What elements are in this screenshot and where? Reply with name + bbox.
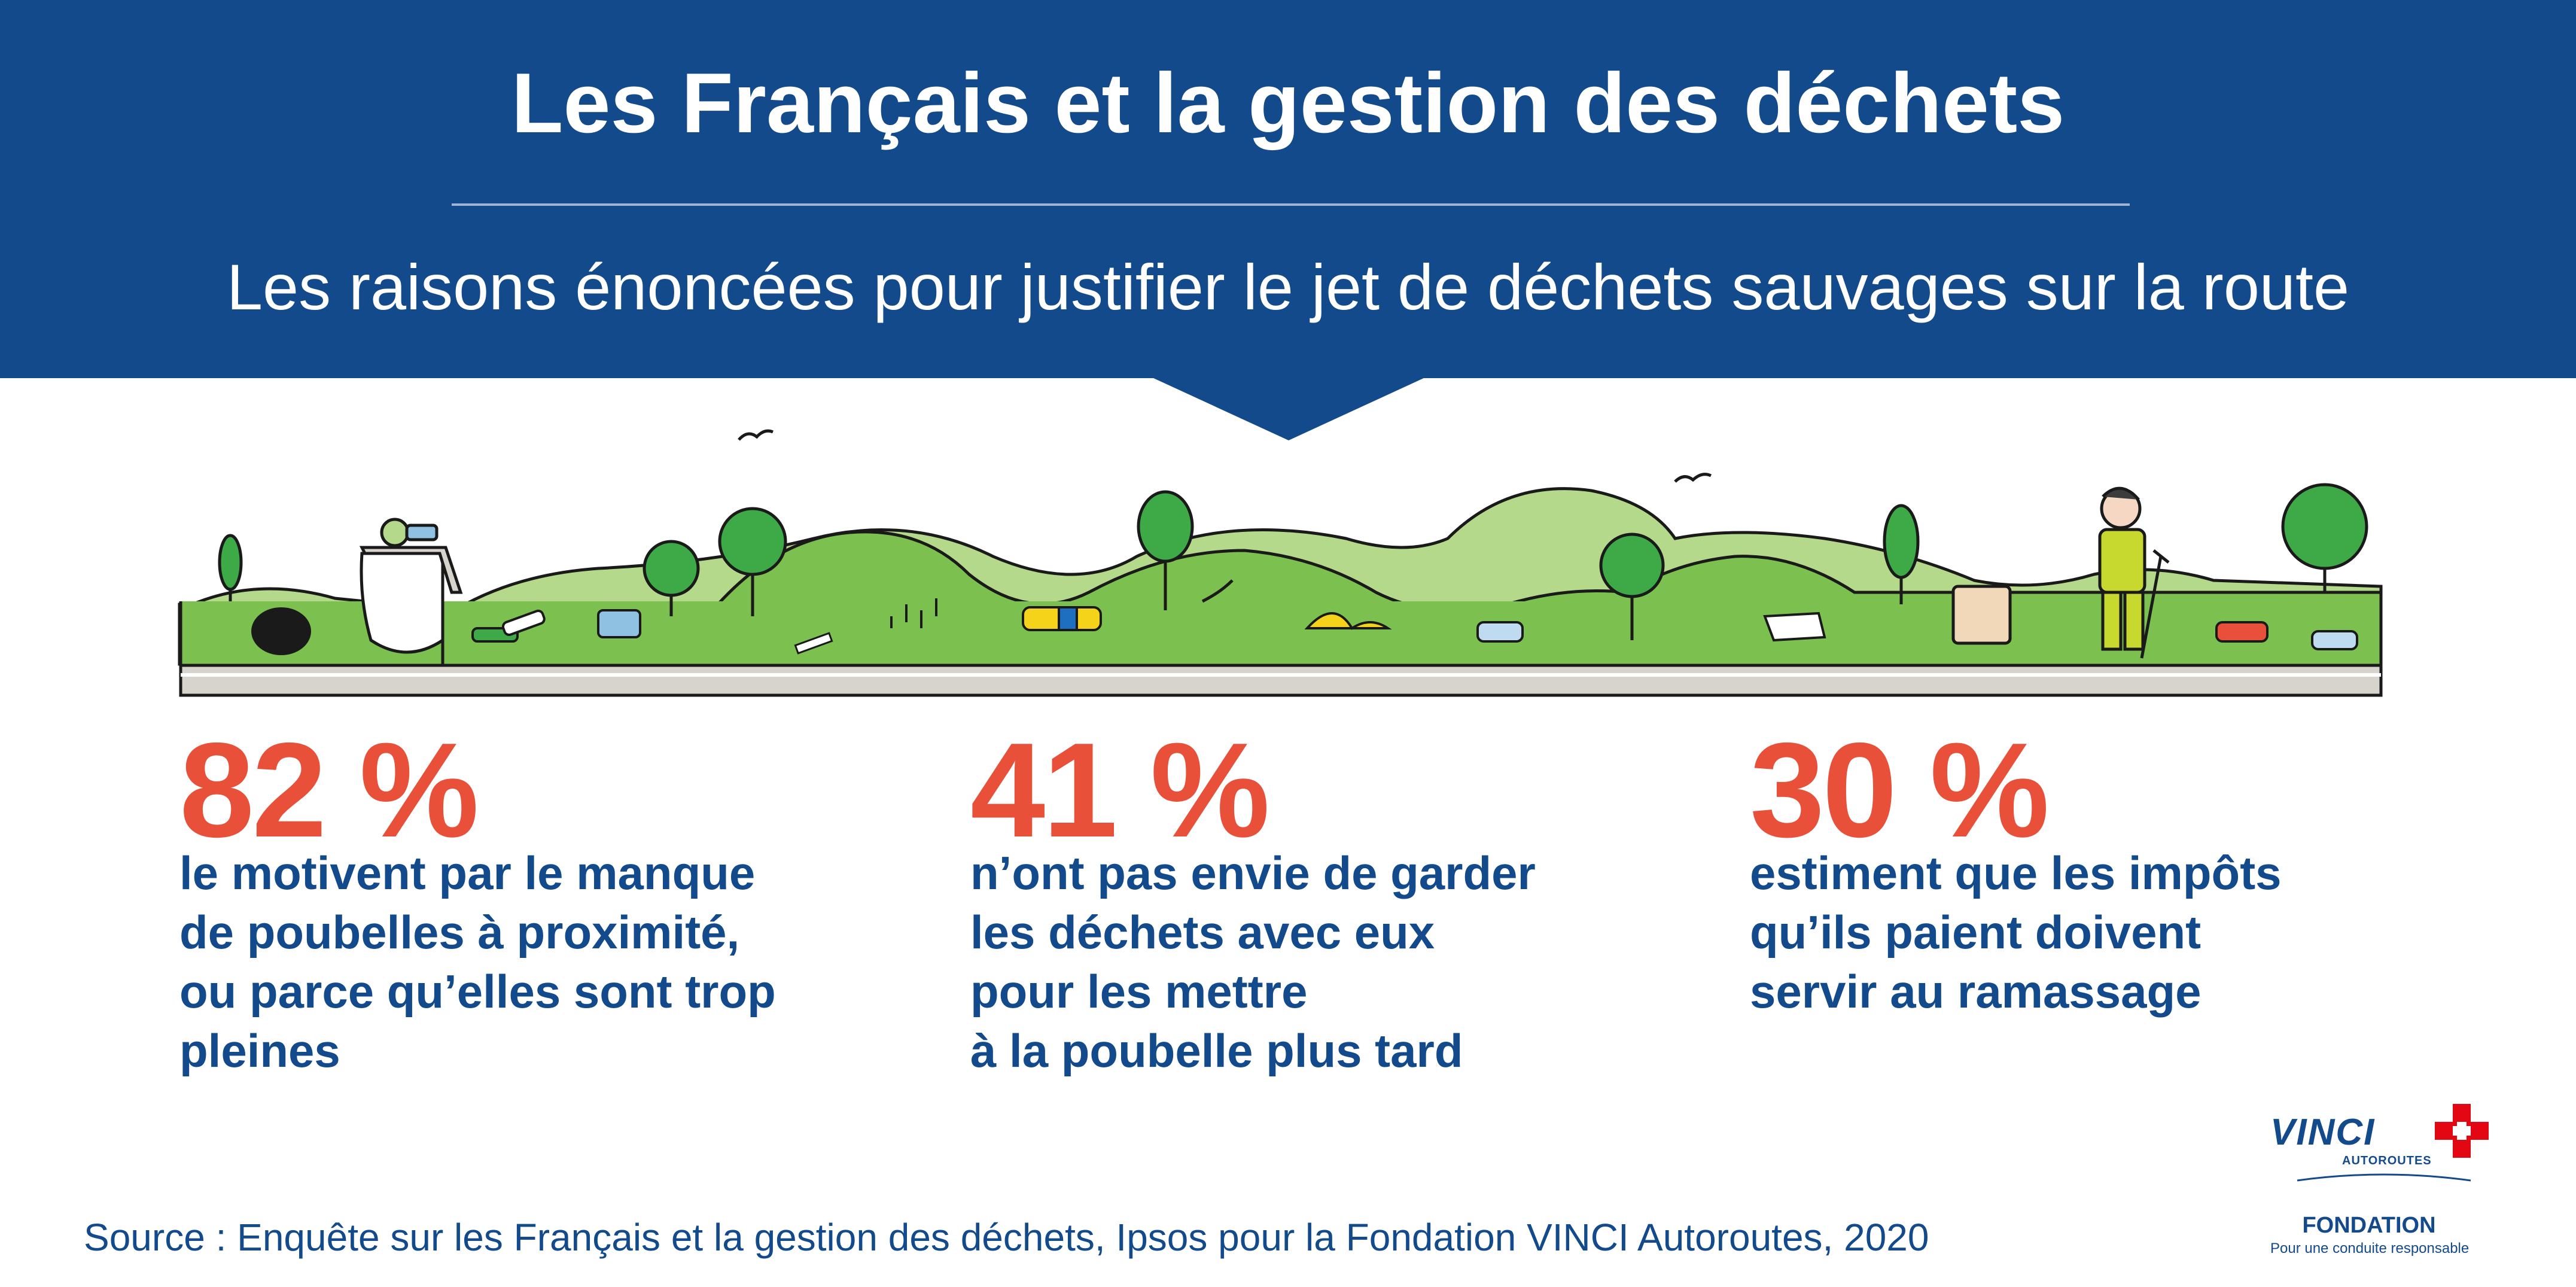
title-divider: [452, 203, 2130, 206]
plastic-bag-icon: [1763, 611, 1826, 642]
tree-icon: [1599, 533, 1665, 640]
stat-text-line: estiment que les impôts: [1750, 847, 2282, 899]
stat-text-line: le motivent par le manque: [179, 847, 756, 899]
stat-block: 30 % estiment que les impôts qu’ils paie…: [1750, 714, 2282, 1018]
logo-subtitle: AUTOROUTES: [2342, 1154, 2432, 1167]
vinci-fondation-logo: VINCI AUTOROUTES FONDATION Pour une cond…: [2270, 1101, 2498, 1262]
stat-text-line: à la poubelle plus tard: [970, 1024, 1463, 1077]
bird-icon: [1674, 473, 1712, 483]
tree-icon: [1883, 504, 1920, 604]
logo-arc: [2297, 1173, 2471, 1182]
logo-wordmark: VINCI: [2270, 1112, 2376, 1153]
can-icon: [597, 609, 641, 638]
tree-icon: [2281, 483, 2368, 592]
bottle-icon: [471, 609, 546, 643]
trash-bin-icon: [359, 518, 463, 664]
tree-icon: [218, 534, 243, 601]
branch-icon: [1201, 579, 1234, 603]
box-icon: [1951, 585, 2012, 645]
stat-text-line: pour les mettre: [970, 965, 1308, 1018]
logo-tagline: Pour une conduite responsable: [2270, 1240, 2470, 1256]
stat-text-line: de poubelles à proximité,: [179, 906, 740, 959]
bird-icon: [738, 429, 774, 441]
stat-text-line: servir au ramassage: [1750, 965, 2202, 1018]
banana-peel-icon: [1304, 612, 1392, 630]
logo-fondation: FONDATION: [2302, 1213, 2436, 1238]
tree-icon: [643, 540, 700, 616]
road-worker-icon: [2098, 486, 2170, 659]
garbage-bag-icon: [251, 607, 311, 655]
tree-icon: [1137, 490, 1194, 610]
stat-description: n’ont pas envie de garder les déchets av…: [970, 844, 1536, 1081]
page-subtitle: Les raisons énoncées pour justifier le j…: [226, 251, 2350, 323]
road: [179, 664, 2383, 697]
stat-percent: 30 %: [1750, 714, 2050, 865]
vinci-cross-icon: [2435, 1104, 2489, 1158]
source-citation: Source : Enquête sur les Français et la …: [84, 1216, 1929, 1259]
stat-text-line: pleines: [179, 1024, 340, 1077]
stat-text-line: n’ont pas envie de garder: [970, 847, 1536, 899]
tree-icon: [718, 507, 787, 616]
grass-tuft-icon: [890, 598, 937, 628]
stat-percent: 41 %: [970, 714, 1270, 865]
grass-strip: [181, 601, 2381, 667]
stat-block: 41 % n’ont pas envie de garder les déche…: [970, 714, 1536, 1077]
cigarette-icon: [794, 632, 833, 655]
plastic-bottle-icon: [2215, 621, 2269, 643]
plastic-bottle-icon: [2311, 630, 2358, 650]
stat-block: 82 % le motivent par le manque de poubel…: [179, 714, 776, 1077]
plastic-bottle-icon: [1476, 621, 1524, 643]
stat-text-line: les déchets avec eux: [970, 906, 1435, 959]
header-banner: [0, 0, 2576, 378]
stat-text-line: ou parce qu’elles sont trop: [179, 965, 776, 1018]
stat-text-line: qu’ils paient doivent: [1750, 906, 2202, 959]
stat-percent: 82 %: [179, 714, 479, 865]
stat-description: le motivent par le manque de poubelles à…: [179, 844, 776, 1081]
stat-description: estiment que les impôts qu’ils paient do…: [1750, 844, 2282, 1021]
page-title: Les Français et la gestion des déchets: [511, 56, 2065, 151]
header-pointer: [1152, 378, 1425, 440]
